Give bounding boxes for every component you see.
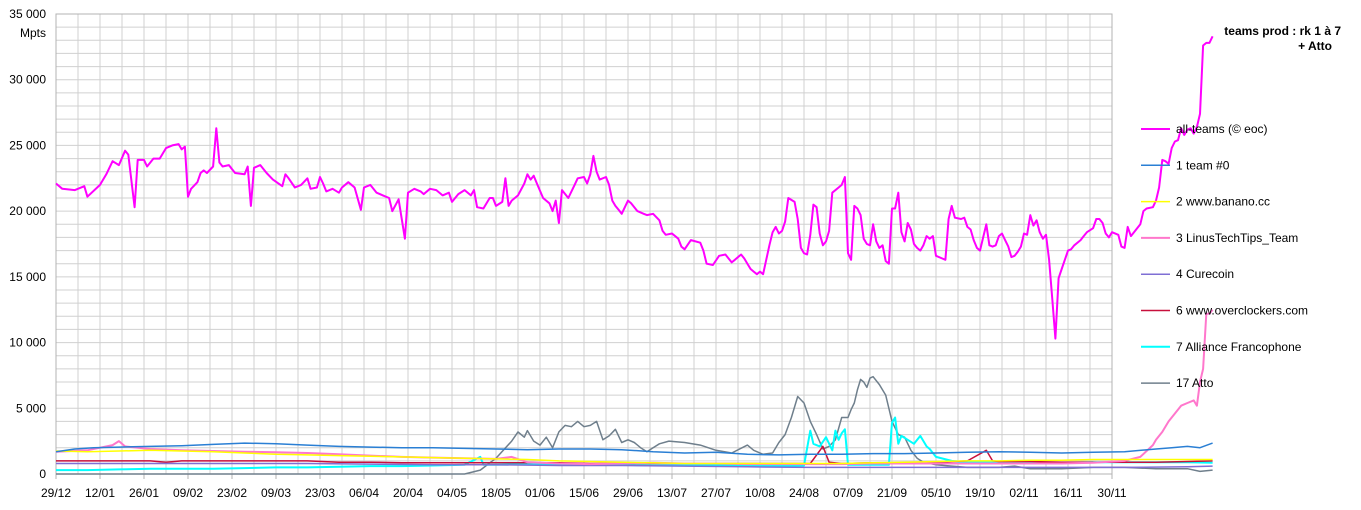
x-tick-label: 20/04 <box>393 486 423 500</box>
x-tick-label: 02/11 <box>1009 486 1038 500</box>
x-tick-label: 21/09 <box>877 486 907 500</box>
series-line <box>56 462 1213 469</box>
y-tick-label: 10 000 <box>9 336 46 350</box>
x-tick-label: 27/07 <box>701 486 731 500</box>
x-tick-label: 05/10 <box>921 486 951 500</box>
x-tick-label: 15/06 <box>569 486 599 500</box>
x-tick-label: 06/04 <box>349 486 379 500</box>
x-tick-label: 26/01 <box>129 486 159 500</box>
legend-label: all-teams (© eoc) <box>1176 122 1268 136</box>
y-tick-label: 0 <box>39 467 46 481</box>
x-tick-label: 07/09 <box>833 486 863 500</box>
x-tick-label: 19/10 <box>965 486 995 500</box>
y-axis: 0 5 000 10 000 15 000 20 000 25 000 30 000 35 0… <box>9 7 46 481</box>
y-tick-label: 30 000 <box>9 73 46 87</box>
y-tick-label: 25 000 <box>9 138 46 152</box>
legend-label: 1 team #0 <box>1176 158 1230 172</box>
series-lines <box>55 35 1214 475</box>
x-tick-label: 13/07 <box>657 486 687 500</box>
x-tick-label: 29/06 <box>613 486 643 500</box>
grid <box>55 13 1113 475</box>
legend-label: 3 LinusTechTips_Team <box>1176 231 1298 245</box>
series-line <box>56 416 1213 472</box>
y-tick-label: 5 000 <box>16 401 46 415</box>
x-tick-label: 10/08 <box>745 486 775 500</box>
legend-label: 4 Curecoin <box>1176 267 1234 281</box>
x-tick-label: 04/05 <box>437 486 467 500</box>
chart-title-line-1: teams prod : rk 1 à 7 <box>1224 24 1341 38</box>
x-tick-label: 29/12 <box>41 486 71 500</box>
series-line <box>56 375 1213 475</box>
y-tick-label: 35 000 <box>9 7 46 21</box>
legend-label: 7 Alliance Francophone <box>1176 340 1302 354</box>
x-tick-label: 30/11 <box>1097 486 1126 500</box>
legend: all-teams (© eoc) 1 team #0 2 www.banano.c… <box>1141 122 1308 390</box>
x-tick-label: 18/05 <box>481 486 511 500</box>
series-line <box>55 35 1214 340</box>
x-tick-label: 01/06 <box>525 486 555 500</box>
x-tick-label: 24/08 <box>789 486 819 500</box>
series-line <box>55 449 1213 465</box>
x-tick-label: 09/02 <box>173 486 203 500</box>
series-line <box>55 442 1213 456</box>
y-tick-label: 15 000 <box>9 270 46 284</box>
x-tick-label: 23/02 <box>217 486 247 500</box>
x-tick-label: 09/03 <box>261 486 291 500</box>
x-axis: 29/12 12/01 26/01 09/02 23/02 09/03 23/03 06/04… <box>41 474 1127 500</box>
y-tick-label: 20 000 <box>9 204 46 218</box>
chart-title-line-2: + Atto <box>1298 39 1332 53</box>
x-tick-label: 12/01 <box>85 486 115 500</box>
legend-label: 17 Atto <box>1176 376 1214 390</box>
legend-label: 2 www.banano.cc <box>1176 195 1270 209</box>
y-axis-unit-label: Mpts <box>20 26 46 40</box>
x-tick-label: 23/03 <box>305 486 335 500</box>
x-tick-label: 16/11 <box>1053 486 1082 500</box>
legend-label: 6 www.overclockers.com <box>1176 304 1308 318</box>
